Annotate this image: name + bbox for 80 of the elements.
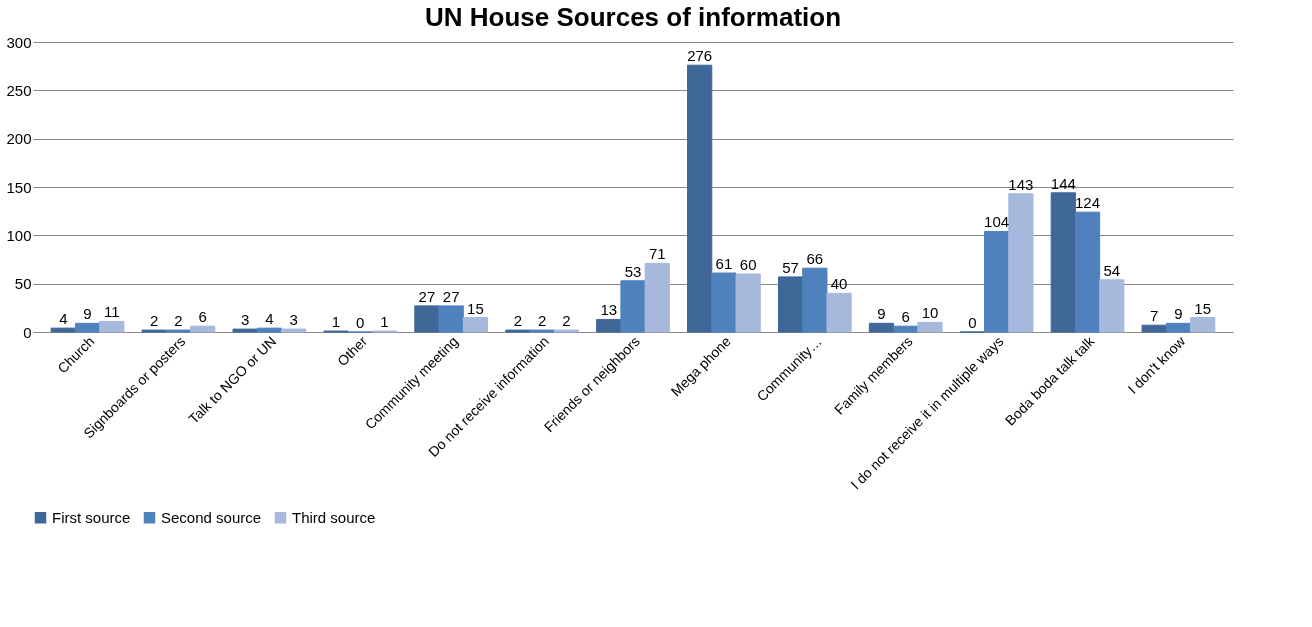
- data-label: 104: [984, 213, 1010, 231]
- data-label: 144: [1050, 174, 1076, 192]
- bar: [868, 322, 895, 333]
- data-label: 6: [901, 308, 910, 326]
- bar: [1050, 192, 1076, 333]
- bar: [438, 305, 464, 333]
- bar: [99, 320, 125, 333]
- legend-label: Third source: [292, 508, 376, 526]
- data-label: 11: [104, 303, 120, 321]
- bar: [1141, 324, 1167, 333]
- bar: [74, 322, 101, 333]
- bar: [644, 262, 670, 333]
- data-label: 57: [782, 258, 799, 276]
- bar: [232, 328, 258, 333]
- bar: [893, 325, 919, 333]
- data-label: 40: [830, 275, 848, 293]
- bar: [256, 327, 282, 333]
- bar: [190, 325, 216, 333]
- bar: [50, 327, 76, 333]
- data-label: 1: [331, 313, 341, 331]
- data-label: 0: [356, 314, 365, 331]
- legend-label: Second source: [161, 508, 262, 526]
- bar: [802, 267, 828, 333]
- data-label: 2: [537, 312, 547, 330]
- data-label: 3: [240, 311, 250, 329]
- bar: [1074, 211, 1101, 333]
- data-label: 71: [648, 245, 666, 263]
- bar: [711, 272, 737, 333]
- data-label: 2: [562, 312, 571, 330]
- bar: [1190, 317, 1216, 333]
- data-label: 13: [600, 301, 618, 319]
- data-label: 2: [513, 312, 523, 330]
- bar: [462, 317, 489, 333]
- data-label: 9: [1174, 305, 1183, 323]
- data-label: 2: [174, 312, 183, 330]
- data-label: 0: [968, 314, 977, 331]
- data-label: 60: [739, 256, 757, 273]
- data-label: 9: [83, 305, 92, 323]
- bar: [414, 305, 440, 333]
- data-label: 4: [265, 310, 274, 328]
- y-tick-label: 50: [14, 275, 32, 293]
- data-label: 15: [467, 299, 484, 317]
- bar: [620, 280, 646, 333]
- data-label: 66: [806, 250, 824, 268]
- bar: [984, 230, 1010, 333]
- data-label: 7: [1150, 307, 1159, 325]
- bar: [596, 318, 622, 333]
- y-tick-label: 150: [6, 178, 32, 196]
- data-label: 276: [687, 47, 713, 65]
- data-label: 1: [380, 313, 389, 331]
- y-tick-label: 250: [6, 81, 32, 99]
- bar: [1165, 322, 1192, 333]
- y-tick-label: 200: [6, 130, 32, 148]
- data-label: 6: [198, 308, 207, 326]
- bar: [735, 273, 761, 333]
- data-label: 15: [1194, 299, 1212, 317]
- bar: [777, 276, 804, 333]
- chart-title: UN House Sources of information: [424, 2, 842, 32]
- data-label: 9: [877, 305, 886, 323]
- bar: [687, 64, 713, 333]
- y-tick-label: 100: [6, 226, 32, 244]
- data-label: 143: [1008, 175, 1034, 193]
- data-label: 3: [289, 311, 298, 329]
- data-label: 27: [442, 287, 460, 305]
- bar: [1008, 193, 1034, 333]
- data-label: 53: [624, 262, 642, 280]
- bar: [280, 328, 307, 333]
- legend-label: First source: [52, 508, 131, 526]
- data-label: 124: [1075, 194, 1101, 212]
- bar: [826, 292, 852, 333]
- data-label: 4: [59, 310, 68, 328]
- data-label: 54: [1103, 261, 1121, 279]
- y-tick-label: 0: [23, 323, 32, 341]
- bar: [1099, 279, 1125, 333]
- data-label: 61: [715, 255, 733, 273]
- y-tick-label: 300: [6, 33, 32, 51]
- bar: [917, 321, 943, 333]
- data-label: 27: [418, 287, 436, 305]
- data-label: 2: [150, 312, 159, 330]
- data-label: 10: [921, 304, 939, 322]
